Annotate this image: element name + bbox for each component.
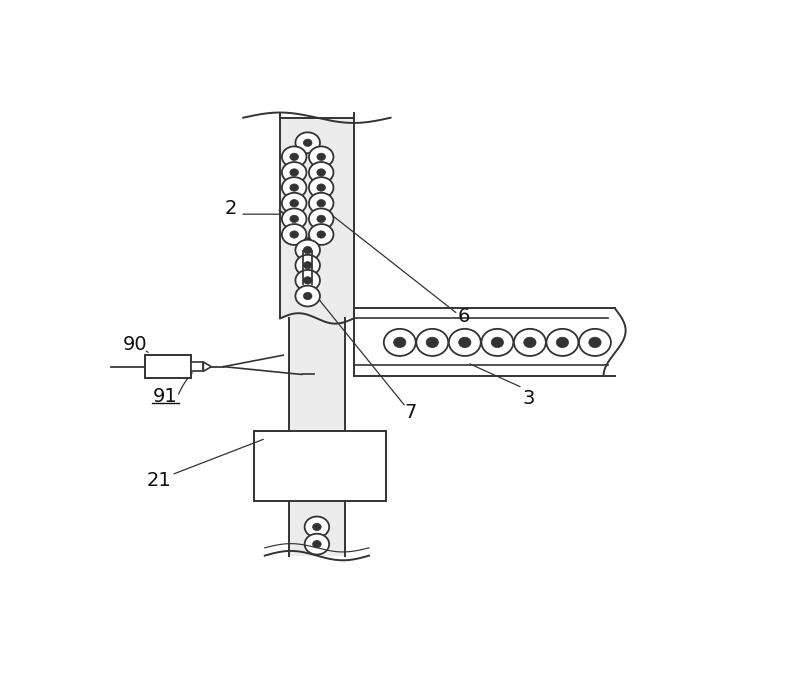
Circle shape <box>290 169 299 176</box>
Circle shape <box>295 132 320 153</box>
Circle shape <box>317 200 326 207</box>
Text: 7: 7 <box>405 403 417 422</box>
Text: 90: 90 <box>122 335 147 354</box>
Circle shape <box>282 146 307 167</box>
Circle shape <box>546 329 578 356</box>
Circle shape <box>282 162 307 183</box>
Circle shape <box>290 184 299 191</box>
Text: 21: 21 <box>147 471 172 489</box>
Circle shape <box>282 193 307 214</box>
Circle shape <box>556 337 569 347</box>
Bar <box>280 118 354 318</box>
Circle shape <box>282 177 307 198</box>
Circle shape <box>303 246 312 254</box>
Circle shape <box>295 255 320 276</box>
Circle shape <box>309 209 333 230</box>
Polygon shape <box>204 362 211 372</box>
Circle shape <box>317 231 326 238</box>
Circle shape <box>588 337 601 347</box>
Bar <box>191 362 204 372</box>
Circle shape <box>579 329 611 356</box>
Text: 2: 2 <box>225 200 237 219</box>
Bar <box>253 431 386 501</box>
Circle shape <box>317 153 326 160</box>
Bar <box>145 355 191 378</box>
Circle shape <box>317 184 326 191</box>
Circle shape <box>317 169 326 176</box>
Circle shape <box>290 153 299 160</box>
Bar <box>289 501 345 556</box>
Circle shape <box>459 337 471 347</box>
Circle shape <box>303 261 312 269</box>
Text: 91: 91 <box>153 387 177 406</box>
Circle shape <box>295 286 320 307</box>
Circle shape <box>309 177 333 198</box>
Circle shape <box>394 337 406 347</box>
Circle shape <box>524 337 536 347</box>
Circle shape <box>491 337 504 347</box>
Circle shape <box>514 329 546 356</box>
Circle shape <box>417 329 448 356</box>
Circle shape <box>295 240 320 261</box>
Circle shape <box>313 523 322 531</box>
Circle shape <box>295 270 320 291</box>
Circle shape <box>309 146 333 167</box>
Circle shape <box>384 329 416 356</box>
Text: 6: 6 <box>458 307 470 326</box>
Circle shape <box>482 329 513 356</box>
Circle shape <box>426 337 439 347</box>
Circle shape <box>303 292 312 300</box>
Circle shape <box>317 215 326 223</box>
Circle shape <box>303 139 312 146</box>
Circle shape <box>290 200 299 207</box>
Circle shape <box>313 540 322 548</box>
Circle shape <box>305 533 329 554</box>
Circle shape <box>309 193 333 214</box>
Circle shape <box>282 209 307 230</box>
Circle shape <box>290 231 299 238</box>
Circle shape <box>449 329 481 356</box>
Circle shape <box>305 517 329 538</box>
Bar <box>289 318 345 431</box>
Circle shape <box>303 277 312 284</box>
Circle shape <box>309 162 333 183</box>
Circle shape <box>282 224 307 245</box>
Bar <box>354 308 615 376</box>
Text: 3: 3 <box>523 389 535 408</box>
Circle shape <box>309 224 333 245</box>
Circle shape <box>290 215 299 223</box>
